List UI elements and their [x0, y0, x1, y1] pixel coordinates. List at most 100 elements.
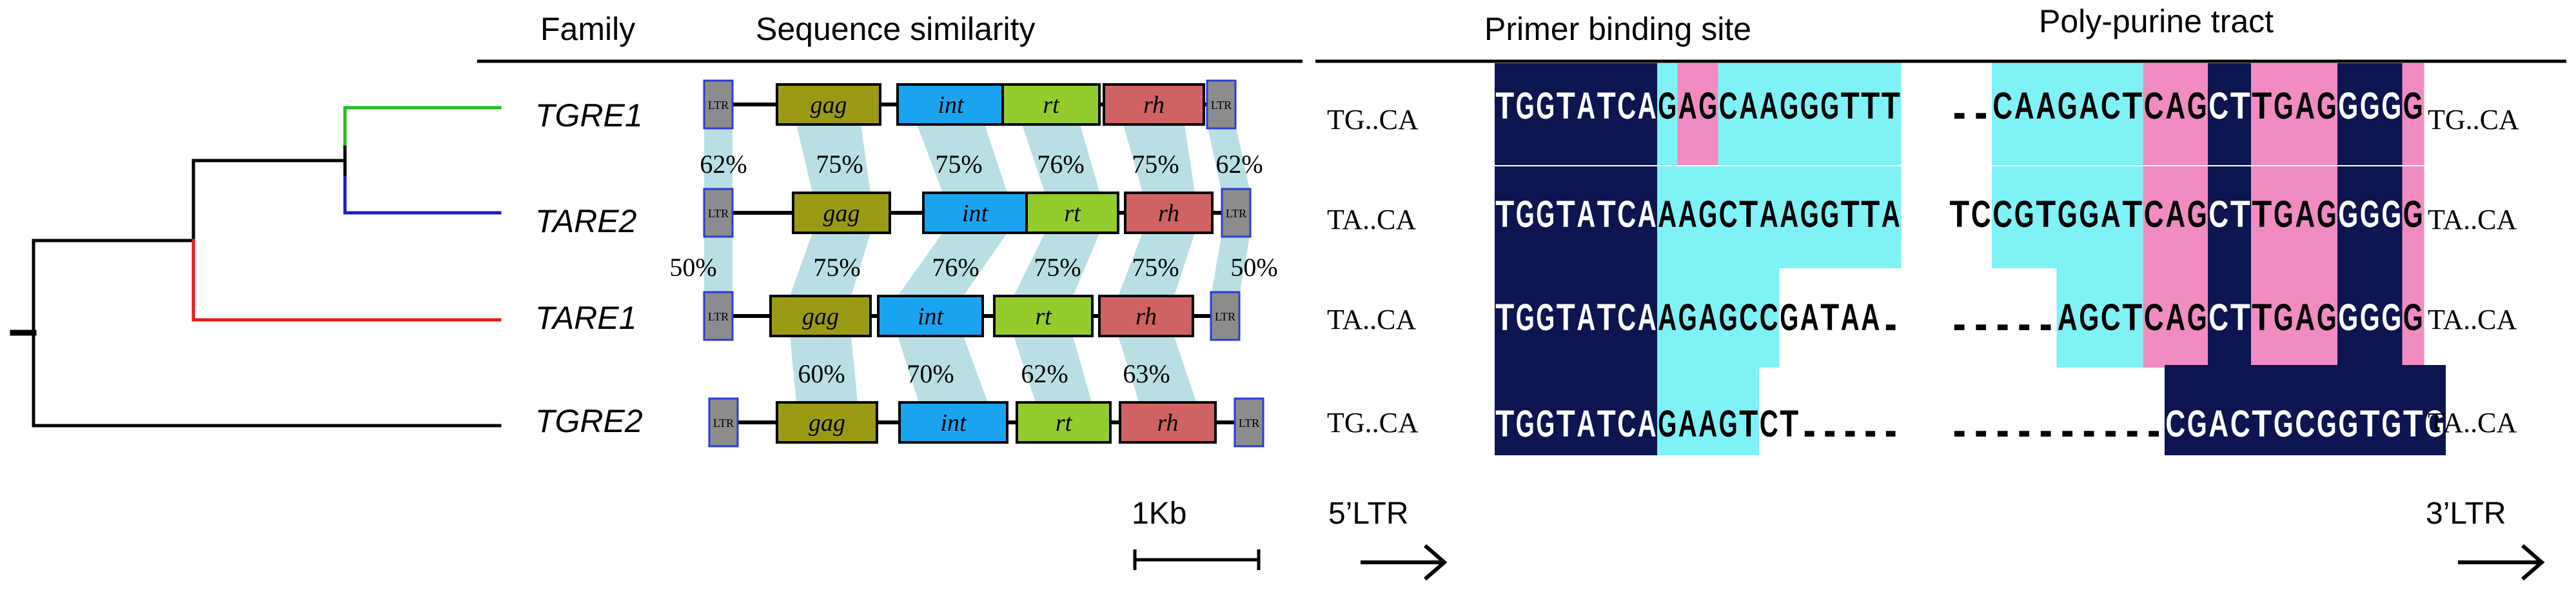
alignment-base: A — [2295, 193, 2315, 235]
alignment-base: . — [2079, 403, 2099, 445]
alignment-cell — [1617, 63, 1637, 165]
alignment-cell — [2056, 63, 2079, 165]
rt-box — [1025, 192, 1119, 234]
alignment-base: C — [2101, 85, 2121, 127]
alignment-cell — [1698, 166, 1718, 268]
gag-label: gag — [809, 409, 845, 437]
gag-label: gag — [802, 303, 839, 330]
alignment-base: G — [2317, 297, 2337, 339]
similarity-percent: 50% — [669, 253, 716, 282]
ltr-label: LTR — [1226, 207, 1246, 220]
alignment-base: T — [2122, 297, 2142, 339]
alignment-base: A — [1760, 193, 1778, 235]
alignment-base: G — [1536, 85, 1555, 127]
similarity-band — [1211, 233, 1250, 296]
alignment-base: G — [2360, 85, 2380, 127]
alignment-base: G — [2317, 403, 2337, 445]
similarity-band — [917, 124, 1007, 193]
alignment-base: G — [2058, 193, 2078, 235]
gag-label: gag — [823, 200, 860, 227]
int-label: int — [938, 92, 965, 119]
alignment-base: . — [2014, 297, 2034, 339]
alignment-base: C — [1971, 193, 1991, 235]
gag-box — [776, 83, 881, 126]
alignment-base: A — [1577, 193, 1595, 235]
similarity-bands — [704, 124, 1250, 402]
alignment-cell — [2121, 166, 2143, 268]
tree-branch-tare2 — [343, 159, 502, 215]
alignment-cell — [2121, 266, 2143, 368]
similarity-percent: 75% — [935, 150, 982, 179]
similarity-band — [1207, 124, 1250, 193]
alignment-base: G — [2079, 297, 2099, 339]
alignment-base: G — [2360, 297, 2380, 339]
alignment-cell — [1758, 166, 1780, 268]
genome-map-row: LTR LTR gag int rt rh — [703, 188, 1252, 238]
ltr-box — [1234, 397, 1264, 448]
alignment-cell — [2013, 166, 2036, 268]
header-primer-binding-site: Primer binding site — [1484, 11, 1751, 47]
alignment-cell — [2208, 266, 2230, 368]
alignment-base: G — [2079, 193, 2099, 235]
alignment-base: . — [1971, 85, 1991, 127]
similarity-band — [1118, 233, 1195, 296]
alignment-base: T — [1949, 193, 1969, 235]
alignment-cell — [1698, 63, 1718, 165]
alignment-cell — [1718, 266, 1739, 368]
alignment-cell — [2165, 266, 2187, 368]
alignment-base: . — [2101, 403, 2121, 445]
rt-label: rt — [1043, 92, 1060, 119]
alignment-base: G — [1516, 297, 1535, 339]
alignment-cell — [2208, 365, 2230, 455]
gag-box — [769, 295, 872, 337]
int-label: int — [940, 409, 967, 437]
alignment-cell — [1637, 365, 1658, 455]
alignment-cell — [2381, 63, 2403, 165]
alignment-base: G — [2058, 85, 2078, 127]
alignment-base: . — [1992, 297, 2012, 339]
alignment-cell — [2035, 63, 2057, 165]
alignment-cell — [1576, 63, 1597, 165]
alignment-cell — [2251, 63, 2273, 165]
alignment-base: . — [1971, 297, 1991, 339]
alignment-base: . — [1949, 85, 1969, 127]
alignment-base: A — [2295, 297, 2315, 339]
alignment-cell — [1495, 63, 1515, 165]
int-box — [877, 295, 984, 337]
alignment-cell — [1779, 63, 1800, 165]
alignment-base: . — [1861, 403, 1880, 445]
alignment-base: A — [2208, 403, 2228, 445]
alignment-base: A — [1577, 403, 1595, 445]
alignment-base: A — [2165, 85, 2185, 127]
alignment-base: G — [1698, 193, 1717, 235]
alignment-base: G — [2403, 297, 2423, 339]
alignment-base: C — [2144, 85, 2164, 127]
rh-label: rh — [1143, 92, 1165, 119]
ltr3-termini: TG..CA TA..CA TA..CA TA..CA — [2428, 104, 2519, 439]
alignment-cell — [1535, 166, 1556, 268]
terminus-5prime: TG..CA — [1327, 104, 1419, 135]
rh-box — [1119, 401, 1217, 444]
alignment-base: C — [1719, 85, 1738, 127]
alignment-base: A — [2165, 193, 2185, 235]
similarity-band — [790, 336, 858, 402]
alignment-base: A — [1678, 403, 1697, 445]
alignment-base: A — [1577, 297, 1595, 339]
alignment-base: A — [1638, 297, 1657, 339]
family-label: TARE2 — [535, 203, 637, 239]
similarity-percent: 75% — [813, 253, 860, 282]
alignment-cell — [2186, 365, 2208, 455]
alignment-base: . — [1820, 403, 1839, 445]
alignment-cell — [2337, 365, 2359, 455]
alignment-cell — [2272, 166, 2295, 268]
rt-label: rt — [1056, 409, 1073, 437]
gag-box — [792, 192, 891, 234]
alignment-base: G — [2187, 403, 2207, 445]
alignment-base: . — [1800, 403, 1819, 445]
alignment-base: A — [2036, 85, 2056, 127]
alignment-base: G — [2317, 85, 2337, 127]
alignment-base: . — [2144, 403, 2164, 445]
alignment-cell — [2315, 365, 2338, 455]
terminus-5prime: TA..CA — [1327, 304, 1416, 335]
alignment-base: G — [2403, 193, 2423, 235]
